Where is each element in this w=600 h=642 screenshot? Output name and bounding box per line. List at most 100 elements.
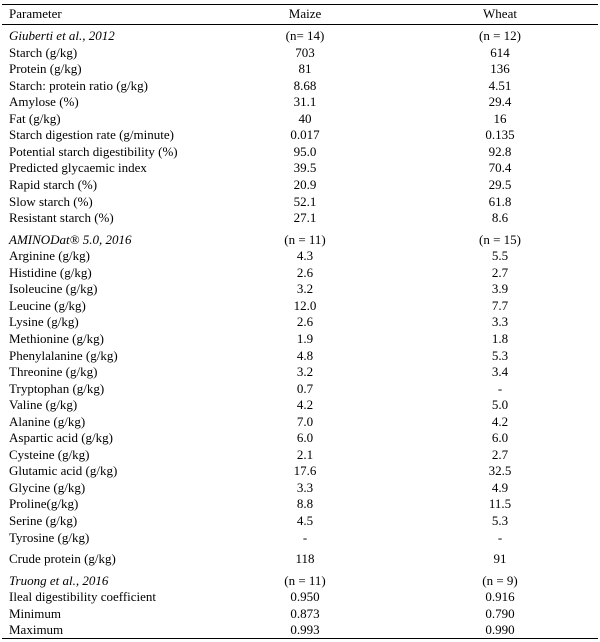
maize-cell: (n= 14) — [285, 28, 325, 43]
maize-cell: 12.0 — [293, 297, 317, 313]
table-row: Arginine (g/kg) 4.3 5.5 — [0, 247, 600, 264]
parameter-cell: Resistant starch (%) — [9, 210, 114, 226]
wheat-cell: 70.4 — [488, 160, 512, 176]
table-row: Glutamic acid (g/kg) 17.6 32.5 — [0, 462, 600, 479]
wheat-cell: 32.5 — [488, 463, 512, 479]
table-row: Alanine (g/kg) 7.0 4.2 — [0, 413, 600, 430]
table-row: Cysteine (g/kg) 2.1 2.7 — [0, 446, 600, 463]
maize-cell: 40 — [298, 110, 312, 126]
maize-cell: 39.5 — [293, 160, 317, 176]
header-wheat: Wheat — [483, 6, 517, 21]
maize-cell: 3.3 — [296, 479, 314, 495]
wheat-cell: 0.990 — [485, 622, 515, 638]
table-row: Aspartic acid (g/kg) 6.0 6.0 — [0, 429, 600, 446]
parameter-cell: Starch: protein ratio (g/kg) — [9, 77, 148, 93]
header-parameter: Parameter — [9, 6, 62, 21]
table-row: Crude protein (g/kg) 118 91 — [0, 550, 600, 567]
wheat-cell: 91 — [493, 551, 507, 567]
table-row: Minimum 0.873 0.790 — [0, 605, 600, 622]
wheat-cell: (n = 9) — [482, 572, 518, 588]
parameter-cell: Aspartic acid (g/kg) — [9, 430, 113, 446]
header-rule — [2, 24, 598, 25]
parameter-cell: Maximum — [9, 622, 64, 638]
table-row: Proline(g/kg) 8.8 11.5 — [0, 495, 600, 512]
maize-cell: 27.1 — [293, 210, 317, 226]
parameter-cell: Crude protein (g/kg) — [9, 551, 116, 567]
wheat-cell: 4.9 — [491, 479, 509, 495]
table-row: Threonine (g/kg) 3.2 3.4 — [0, 363, 600, 380]
maize-cell: 0.873 — [290, 605, 320, 621]
parameter-cell: Valine (g/kg) — [9, 397, 78, 413]
table-row: Tyrosine (g/kg) - - — [0, 529, 600, 546]
table-row: Resistant starch (%) 27.1 8.6 — [0, 209, 600, 226]
maize-cell: 7.0 — [296, 413, 314, 429]
table-row: Leucine (g/kg) 12.0 7.7 — [0, 297, 600, 314]
maize-cell: 0.017 — [290, 127, 320, 143]
parameter-cell: Leucine (g/kg) — [9, 297, 86, 313]
maize-cell: 4.3 — [296, 248, 314, 264]
wheat-cell: (n = 15) — [479, 231, 521, 247]
maize-cell: 20.9 — [293, 177, 317, 192]
parameter-cell: Proline(g/kg) — [9, 496, 79, 512]
table-row: Isoleucine (g/kg) 3.2 3.9 — [0, 280, 600, 297]
parameter-cell: Starch digestion rate (g/minute) — [9, 127, 174, 143]
table-row: Starch (g/kg) 703 614 — [0, 44, 600, 61]
parameter-cell: Lysine (g/kg) — [9, 314, 79, 330]
wheat-cell: - — [497, 529, 503, 545]
maize-cell: 118 — [295, 551, 315, 567]
table-row: Slow starch (%) 52.1 61.8 — [0, 193, 600, 210]
table-row: Protein (g/kg) 81 136 — [0, 60, 600, 77]
table-row: Starch digestion rate (g/minute) 0.017 0.1… — [0, 126, 600, 143]
table-row: Phenylalanine (g/kg) 4.8 5.3 — [0, 347, 600, 364]
parameter-cell: Phenylalanine (g/kg) — [9, 347, 118, 363]
table-row: Maximum 0.993 0.990 — [0, 621, 600, 638]
maize-cell: 52.1 — [293, 193, 317, 209]
wheat-cell: (n = 12) — [479, 28, 521, 43]
maize-cell: 8.68 — [293, 77, 317, 93]
maize-cell: 2.6 — [296, 314, 314, 330]
maize-cell: 3.2 — [296, 281, 314, 297]
wheat-cell: 7.7 — [491, 297, 509, 313]
table-row: Lysine (g/kg) 2.6 3.3 — [0, 313, 600, 330]
wheat-cell: 3.4 — [491, 364, 509, 379]
parameter-cell: Glycine (g/kg) — [9, 479, 86, 495]
maize-cell: 6.0 — [296, 430, 314, 446]
table-row: Amylose (%) 31.1 29.4 — [0, 93, 600, 110]
table-row: Fat (g/kg) 40 16 — [0, 110, 600, 127]
maize-cell: 0.7 — [296, 380, 314, 396]
maize-cell: - — [302, 529, 308, 545]
parameter-cell: Arginine (g/kg) — [9, 248, 90, 264]
parameter-cell: AMINODat® 5.0, 2016 — [9, 231, 132, 247]
parameter-cell: Amylose (%) — [9, 94, 79, 110]
wheat-cell: 0.135 — [485, 127, 515, 143]
maize-cell: 95.0 — [293, 143, 317, 159]
parameter-cell: Starch (g/kg) — [9, 44, 78, 60]
wheat-cell: 5.0 — [491, 397, 509, 413]
table-row: Starch: protein ratio (g/kg) 8.68 4.51 — [0, 77, 600, 94]
parameter-cell: Serine (g/kg) — [9, 513, 78, 528]
parameter-cell: Alanine (g/kg) — [9, 413, 86, 429]
table-row: Rapid starch (%) 20.9 29.5 — [0, 176, 600, 193]
maize-cell: 8.8 — [296, 496, 314, 512]
wheat-cell: 16 — [493, 110, 507, 126]
wheat-cell: - — [497, 380, 503, 396]
parameter-cell: Tyrosine (g/kg) — [9, 529, 90, 545]
table-row: Tryptophan (g/kg) 0.7 - — [0, 380, 600, 397]
parameter-cell: Isoleucine (g/kg) — [9, 281, 98, 297]
parameter-cell: Glutamic acid (g/kg) — [9, 463, 118, 479]
wheat-cell: 136 — [490, 61, 510, 77]
parameter-cell: Giuberti et al., 2012 — [9, 28, 115, 43]
table-row: Methionine (g/kg) 1.9 1.8 — [0, 330, 600, 347]
maize-cell: 31.1 — [293, 94, 317, 110]
wheat-cell: 61.8 — [488, 193, 512, 209]
wheat-cell: 2.7 — [491, 264, 509, 280]
maize-cell: 81 — [298, 61, 312, 77]
wheat-cell: 614 — [490, 44, 510, 60]
table-row: Ileal digestibility coefficient 0.950 0.91… — [0, 588, 600, 605]
top-rule — [2, 4, 598, 5]
wheat-cell: 92.8 — [488, 143, 512, 159]
wheat-cell: 8.6 — [491, 210, 509, 226]
section-row: Truong et al., 2016 (n = 11) (n = 9) — [0, 572, 600, 589]
wheat-cell: 4.51 — [488, 77, 512, 93]
